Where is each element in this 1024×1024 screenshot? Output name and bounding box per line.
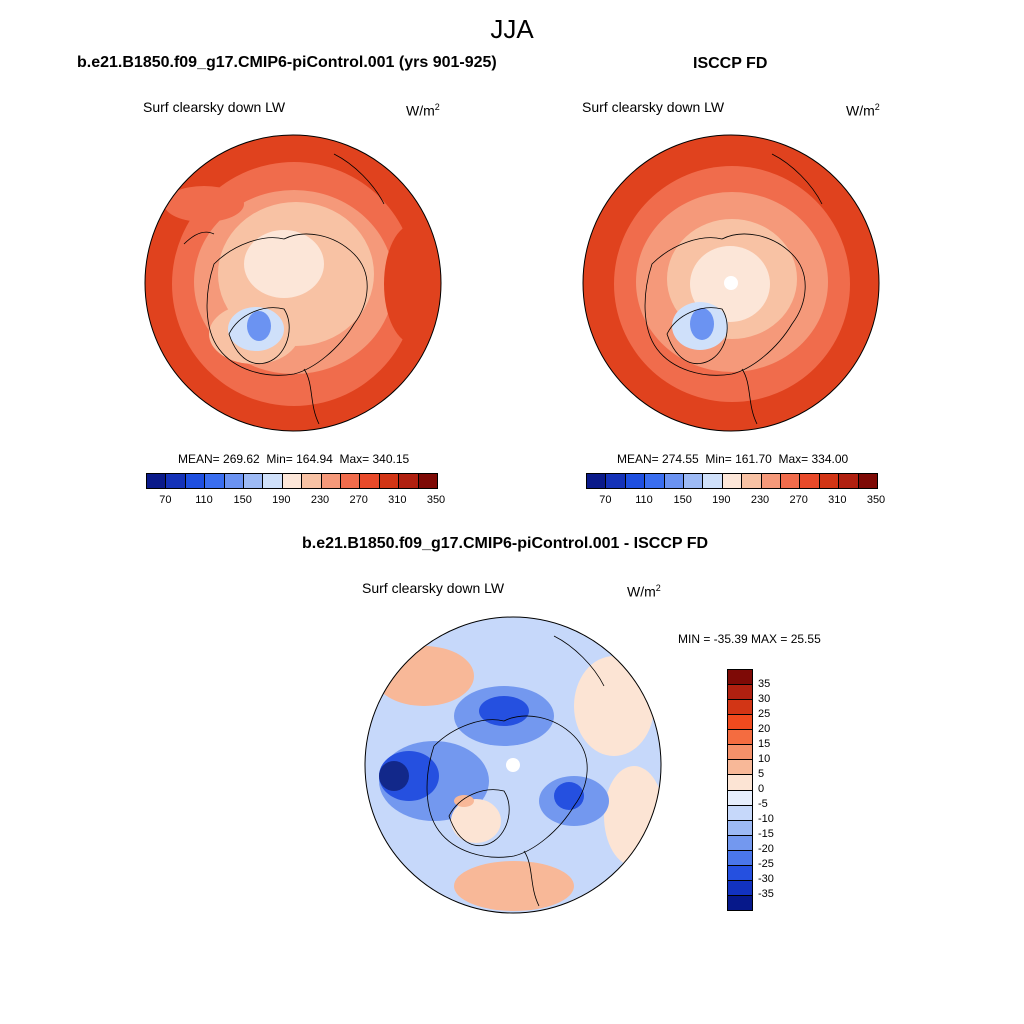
colorbar-tick-label: -5 — [758, 798, 768, 810]
obs-polar-map — [582, 134, 880, 432]
colorbar-tick-label: 350 — [426, 494, 446, 506]
colorbar-swatch — [742, 474, 762, 488]
colorbar-tick-label: 70 — [159, 494, 172, 506]
colorbar-swatch — [282, 474, 303, 488]
colorbar-swatch — [418, 474, 438, 488]
colorbar-tick-label: 25 — [758, 708, 771, 720]
colorbar-swatch — [379, 474, 400, 488]
obs-variable-label: Surf clearsky down LW — [582, 99, 725, 115]
colorbar-swatch — [166, 474, 186, 488]
colorbar-tick-label: 35 — [758, 678, 771, 690]
colorbar-tick-label: 230 — [310, 494, 330, 506]
colorbar-tick-label: -25 — [758, 858, 774, 870]
model-case-title: b.e21.B1850.f09_g17.CMIP6-piControl.001 … — [77, 54, 497, 71]
colorbar-tick-label: 5 — [758, 768, 765, 780]
colorbar-tick-label: 110 — [195, 494, 213, 506]
colorbar-swatch — [321, 474, 342, 488]
colorbar-tick-label: 150 — [233, 494, 252, 506]
colorbar-tick-label: 70 — [599, 494, 612, 506]
colorbar-swatch — [800, 474, 820, 488]
colorbar-swatch — [645, 474, 665, 488]
model-stats: MEAN= 269.62 Min= 164.94 Max= 340.15 — [178, 452, 410, 466]
diff-minmax: MIN = -35.39 MAX = 25.55 — [678, 632, 821, 646]
colorbar-swatch — [244, 474, 264, 488]
colorbar-tick-label: 20 — [758, 723, 771, 735]
colorbar-swatch — [728, 670, 752, 686]
colorbar-tick-label: 310 — [828, 494, 847, 506]
colorbar-swatch — [728, 865, 752, 881]
colorbar-tick-label: 0 — [758, 783, 765, 795]
colorbar-swatch — [728, 760, 752, 776]
colorbar-swatch — [728, 775, 752, 791]
colorbar-swatch — [728, 730, 752, 746]
colorbar-swatch — [147, 474, 167, 488]
colorbar-tick-label: 270 — [349, 494, 368, 506]
colorbar-tick-label: 190 — [712, 494, 731, 506]
colorbar-swatch — [728, 745, 752, 761]
season-title: JJA — [490, 14, 534, 44]
diff-unit-label: W/m2 — [627, 583, 661, 600]
colorbar-swatch — [858, 474, 878, 488]
colorbar-swatch — [819, 474, 840, 488]
colorbar-swatch — [781, 474, 801, 488]
colorbar-swatch — [728, 685, 752, 701]
model-colorbar-ticks: 70 110 150 190 230 270 310 350 — [146, 494, 445, 508]
colorbar-swatch — [399, 474, 419, 488]
colorbar-swatch — [722, 474, 743, 488]
colorbar-swatch — [728, 700, 752, 716]
colorbar-swatch — [703, 474, 723, 488]
colorbar-swatch — [360, 474, 380, 488]
colorbar-swatch — [684, 474, 704, 488]
colorbar-swatch — [263, 474, 283, 488]
colorbar-tick-label: 110 — [635, 494, 653, 506]
colorbar-tick-label: 190 — [272, 494, 291, 506]
colorbar-tick-label: 150 — [673, 494, 692, 506]
colorbar-tick-label: 10 — [758, 753, 771, 765]
colorbar-swatch — [625, 474, 646, 488]
colorbar-tick-label: 15 — [758, 738, 771, 750]
colorbar-swatch — [839, 474, 859, 488]
colorbar-swatch — [728, 820, 752, 836]
colorbar-swatch — [728, 880, 752, 896]
colorbar-tick-label: 350 — [866, 494, 886, 506]
diff-colorbar — [727, 669, 753, 911]
colorbar-swatch — [728, 805, 752, 821]
colorbar-swatch — [224, 474, 245, 488]
diff-colorbar-ticks: 35 30 25 20 15 10 5 0 -5 -10 -15 -20 -25 -30 -35 — [758, 669, 798, 909]
model-variable-label: Surf clearsky down LW — [143, 99, 286, 115]
colorbar-swatch — [728, 835, 752, 851]
colorbar-tick-label: 310 — [388, 494, 407, 506]
colorbar-swatch — [664, 474, 685, 488]
diff-case-title: b.e21.B1850.f09_g17.CMIP6-piControl.001 … — [302, 535, 709, 552]
colorbar-tick-label: 270 — [789, 494, 808, 506]
obs-case-title: ISCCP FD — [693, 55, 768, 72]
colorbar-tick-label: -10 — [758, 813, 774, 825]
model-colorbar — [146, 473, 438, 489]
obs-colorbar-ticks: 70 110 150 190 230 270 310 350 — [586, 494, 885, 508]
colorbar-swatch — [728, 790, 752, 806]
diff-variable-label: Surf clearsky down LW — [362, 580, 505, 596]
colorbar-swatch — [761, 474, 782, 488]
colorbar-tick-label: 30 — [758, 693, 771, 705]
colorbar-tick-label: -15 — [758, 828, 774, 840]
colorbar-swatch — [728, 715, 752, 731]
obs-stats: MEAN= 274.55 Min= 161.70 Max= 334.00 — [617, 452, 849, 466]
colorbar-tick-label: -35 — [758, 888, 774, 900]
colorbar-tick-label: 230 — [750, 494, 770, 506]
colorbar-swatch — [341, 474, 361, 488]
colorbar-swatch — [606, 474, 626, 488]
colorbar-swatch — [728, 850, 752, 866]
obs-unit-label: W/m2 — [846, 102, 880, 119]
colorbar-tick-label: -20 — [758, 843, 774, 855]
model-unit-label: W/m2 — [406, 102, 440, 119]
colorbar-swatch — [185, 474, 206, 488]
colorbar-swatch — [302, 474, 322, 488]
colorbar-tick-label: -30 — [758, 873, 774, 885]
model-polar-map — [144, 134, 442, 432]
obs-colorbar — [586, 473, 878, 489]
colorbar-swatch — [205, 474, 225, 488]
colorbar-swatch — [587, 474, 607, 488]
colorbar-swatch — [728, 895, 752, 910]
diff-polar-map — [364, 616, 662, 914]
